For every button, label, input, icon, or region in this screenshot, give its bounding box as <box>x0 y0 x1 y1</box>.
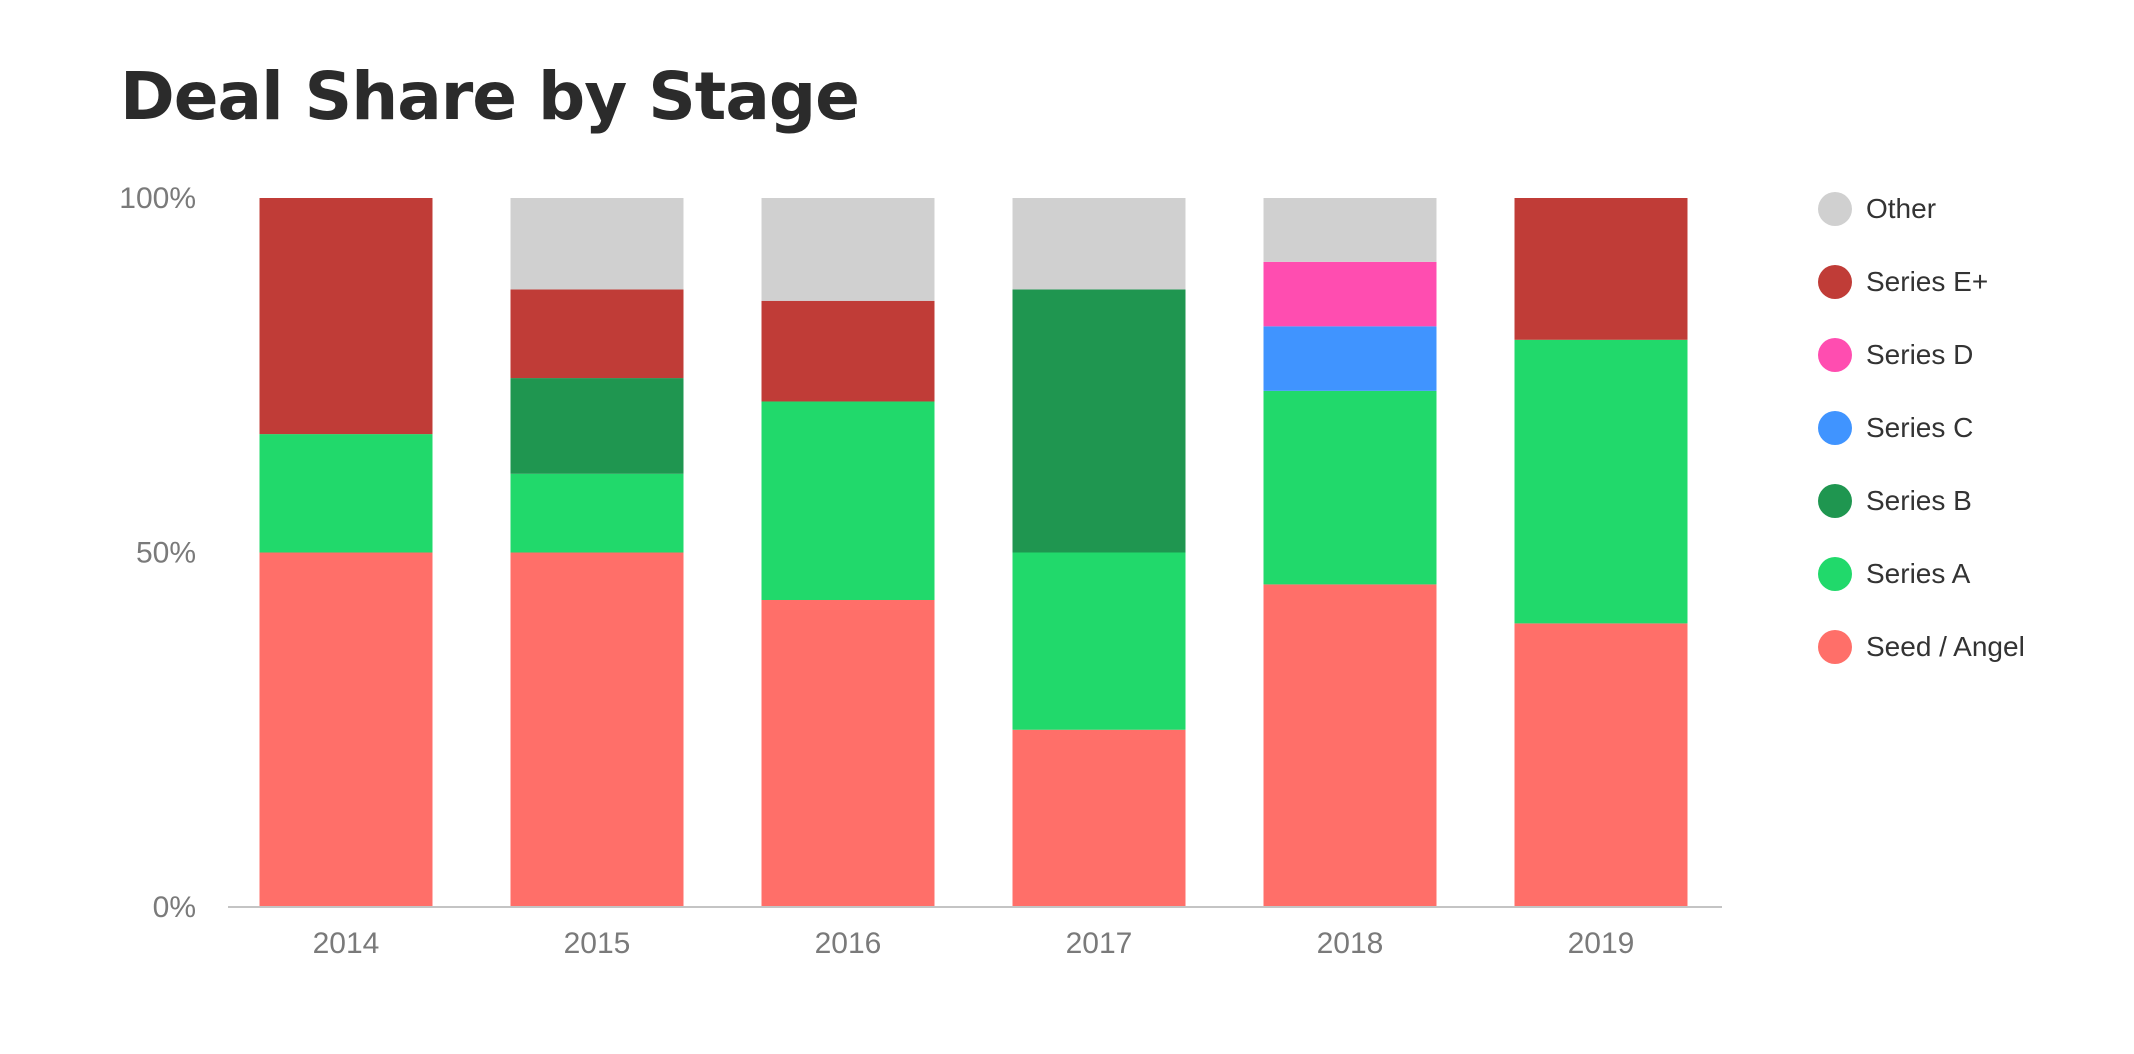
bar-segment-2018-series-a <box>1263 390 1437 585</box>
bar-segment-2017-other <box>1012 198 1186 290</box>
legend-label: Seed / Angel <box>1866 630 2025 662</box>
bar-segment-2016-series-a <box>761 401 935 601</box>
bar-segment-2017-seed-angel <box>1012 729 1186 907</box>
x-tick-label: 2017 <box>1066 927 1133 960</box>
legend-swatch <box>1818 629 1852 664</box>
legend-swatch <box>1818 483 1852 518</box>
bar-segment-2015-series-e <box>510 289 684 379</box>
legend-swatch <box>1818 264 1852 299</box>
legend-label: Series D <box>1866 338 1974 370</box>
y-tick-label: 0% <box>153 891 196 924</box>
legend-label: Series E+ <box>1866 265 1989 297</box>
legend-swatch <box>1818 191 1852 226</box>
bar-segment-2015-series-b <box>510 378 684 474</box>
legend: Other Series E+ Series D Series C Series B Se… <box>1818 172 2025 683</box>
bar-segment-2016-other <box>761 198 935 301</box>
legend-label: Series C <box>1866 411 1974 443</box>
bar-segment-2014-series-e <box>259 198 433 435</box>
y-tick-label: 50% <box>136 537 196 570</box>
bar-segment-2019-series-a <box>1514 339 1688 624</box>
legend-swatch <box>1818 410 1852 445</box>
chart-title: Deal Share by Stage <box>120 58 860 135</box>
y-axis-ticks: 0% 50% 100% <box>119 182 196 924</box>
x-tick-label: 2015 <box>564 927 631 960</box>
legend-item-series-c: Series C <box>1818 391 2025 464</box>
bar-segment-2016-seed-angel <box>761 600 935 907</box>
legend-swatch <box>1818 337 1852 372</box>
legend-swatch <box>1818 556 1852 591</box>
bar-segment-2018-other <box>1263 198 1437 262</box>
bar-segment-2018-series-c <box>1263 326 1437 391</box>
bar-segment-2018-series-d <box>1263 261 1437 327</box>
x-tick-label: 2018 <box>1317 927 1384 960</box>
bars-group <box>259 198 1688 907</box>
legend-item-other: Other <box>1818 172 2025 245</box>
legend-item-series-a: Series A <box>1818 537 2025 610</box>
legend-item-seed-angel: Seed / Angel <box>1818 610 2025 683</box>
bar-segment-2015-seed-angel <box>510 552 684 907</box>
bar-segment-2019-series-e <box>1514 198 1688 340</box>
legend-label: Series B <box>1866 484 1972 516</box>
bar-segment-2016-series-e <box>761 300 935 402</box>
x-tick-label: 2016 <box>815 927 882 960</box>
x-tick-label: 2014 <box>313 927 380 960</box>
bar-segment-2017-series-b <box>1012 289 1186 553</box>
legend-item-series-e: Series E+ <box>1818 245 2025 318</box>
y-tick-label: 100% <box>119 182 196 215</box>
legend-item-series-d: Series D <box>1818 318 2025 391</box>
legend-label: Series A <box>1866 557 1971 589</box>
x-axis-ticks: 2014 2015 2016 2017 2018 2019 <box>313 927 1635 960</box>
bar-segment-2015-other <box>510 198 684 290</box>
legend-label: Other <box>1866 192 1937 224</box>
legend-item-series-b: Series B <box>1818 464 2025 537</box>
bar-segment-2019-seed-angel <box>1514 623 1688 907</box>
bar-segment-2014-series-a <box>259 434 433 553</box>
bar-segment-2017-series-a <box>1012 552 1186 730</box>
bar-segment-2015-series-a <box>510 473 684 553</box>
bar-segment-2014-seed-angel <box>259 552 433 907</box>
x-tick-label: 2019 <box>1568 927 1635 960</box>
bar-segment-2018-seed-angel <box>1263 584 1437 907</box>
